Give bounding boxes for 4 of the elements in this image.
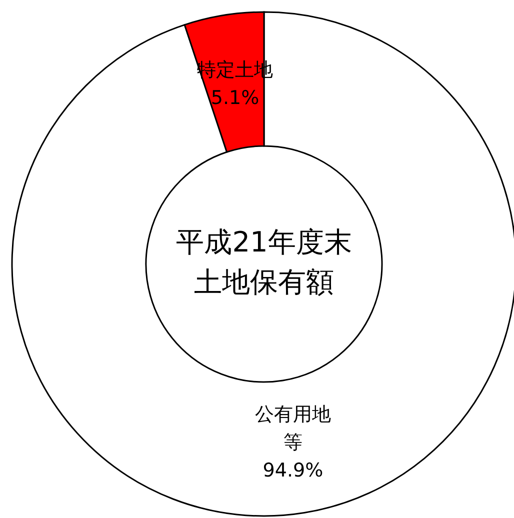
slice-label: 公有用地等 <box>254 403 331 454</box>
data-label: 5.1% <box>210 87 260 110</box>
data-label: 94.9% <box>262 459 324 482</box>
text: 平成21年度末土地保有額 <box>176 226 352 299</box>
